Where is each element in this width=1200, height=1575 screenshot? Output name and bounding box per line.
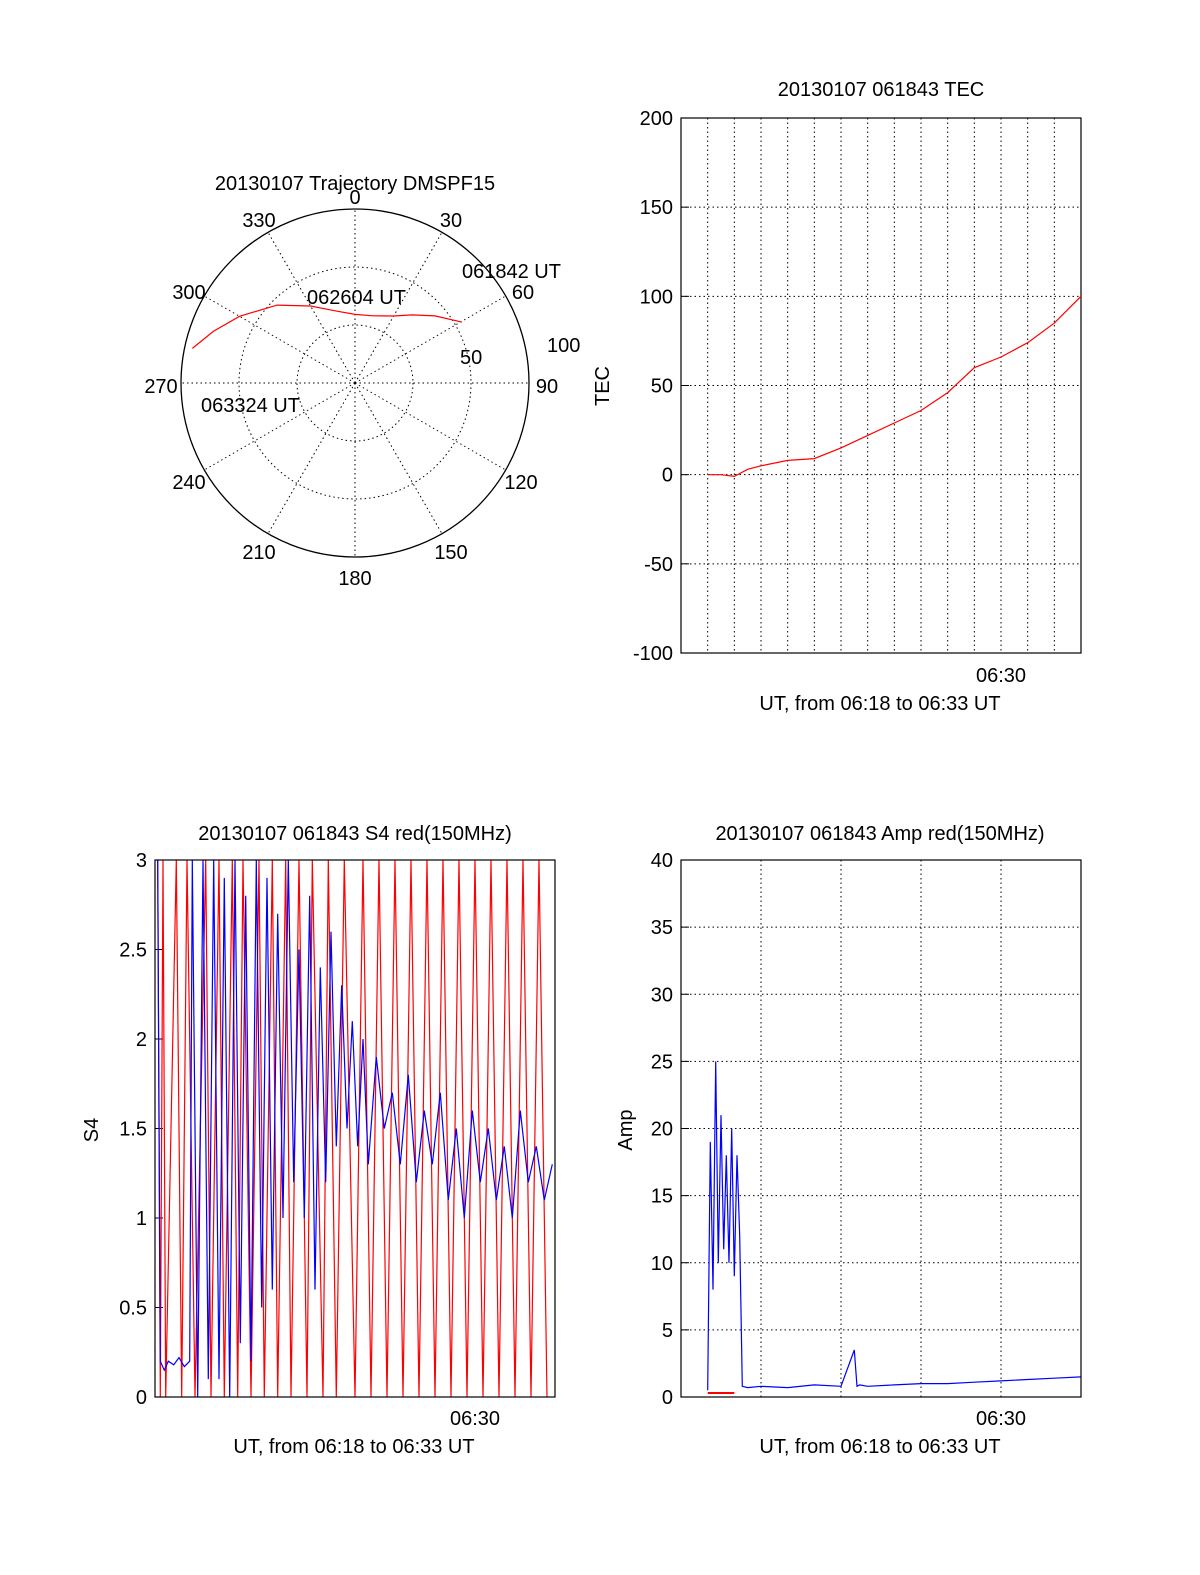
polar-angle-label-300: 300 xyxy=(172,282,205,304)
polar-title: 20130107 Trajectory DMSPF15 xyxy=(215,173,495,195)
polar-spoke-150 xyxy=(354,382,443,534)
amp-y-tick-1: 35 xyxy=(651,917,673,939)
amp-y-tick-8: 0 xyxy=(662,1387,673,1409)
polar-panel: 20130107 Trajectory DMSPF15 0 30 60 90 120 15… xyxy=(144,173,580,590)
polar-spoke-300 xyxy=(204,295,356,384)
tec-x-axis-label: UT, from 06:18 to 06:33 UT xyxy=(759,693,1000,715)
polar-angle-label-0: 0 xyxy=(349,187,360,209)
s4-y-tick-1: 2.5 xyxy=(119,940,147,962)
s4-y-tick-4: 1 xyxy=(136,1208,147,1230)
s4-y-tick-2: 2 xyxy=(136,1029,147,1051)
polar-spoke-210 xyxy=(267,382,356,534)
s4-red-series xyxy=(157,859,548,1398)
tec-panel: 20130107 061843 TEC 200150100500-50-100 … xyxy=(592,79,1082,715)
tec-series-line xyxy=(707,295,1082,478)
s4-x-tick-label: 06:30 xyxy=(450,1408,500,1430)
amp-y-tick-4: 20 xyxy=(651,1119,673,1141)
polar-angle-label-270: 270 xyxy=(144,376,177,398)
polar-spoke-240 xyxy=(204,382,356,471)
tec-y-tick-1: 150 xyxy=(640,197,673,219)
polar-angle-label-120: 120 xyxy=(504,472,537,494)
trajectory-marker-start: 061842 UT xyxy=(462,261,561,283)
tec-y-tick-labels: 200 150 100 50 0 -50 -100 xyxy=(633,108,689,665)
s4-plot-frame xyxy=(154,859,556,1398)
amp-panel: 20130107 061843 Amp red(150MHz) 40 35 30 25… xyxy=(615,823,1082,1458)
polar-spoke-60 xyxy=(354,295,506,384)
amp-x-axis-label: UT, from 06:18 to 06:33 UT xyxy=(759,1436,1000,1458)
s4-x-axis-label: UT, from 06:18 to 06:33 UT xyxy=(233,1436,474,1458)
amp-x-tick-label: 06:30 xyxy=(976,1408,1026,1430)
polar-radial-label-100: 100 xyxy=(547,335,580,357)
tec-y-axis-label: TEC xyxy=(592,366,614,406)
polar-radial-label-50: 50 xyxy=(460,347,482,369)
polar-angle-label-150: 150 xyxy=(434,542,467,564)
s4-title: 20130107 061843 S4 red(150MHz) xyxy=(198,823,512,845)
polar-ring-0 xyxy=(296,324,414,442)
tec-grid xyxy=(681,118,1081,653)
polar-angle-label-240: 240 xyxy=(172,472,205,494)
s4-y-tick-0: 3 xyxy=(136,850,147,872)
polar-angle-labels: 0 30 60 90 120 150 180 210 240 270 300 330 xyxy=(144,187,558,590)
amp-y-axis-label: Amp xyxy=(615,1109,637,1150)
tec-y-tick-2: 100 xyxy=(640,286,673,308)
trajectory-marker-end: 063324 UT xyxy=(201,395,300,417)
polar-ring-inner xyxy=(238,266,472,500)
tec-y-tick-5: -50 xyxy=(644,554,673,576)
tec-y-tick-6: -100 xyxy=(633,643,673,665)
amp-y-tick-3: 25 xyxy=(651,1051,673,1073)
polar-angle-label-210: 210 xyxy=(242,542,275,564)
s4-y-tick-5: 0.5 xyxy=(119,1298,147,1320)
tec-x-tick-label: 06:30 xyxy=(976,665,1026,687)
s4-y-tick-6: 0 xyxy=(136,1387,147,1409)
amp-y-tick-5: 15 xyxy=(651,1186,673,1208)
s4-y-axis-label: S4 xyxy=(81,1118,103,1142)
amp-y-tick-0: 40 xyxy=(651,850,673,872)
polar-outer-circle xyxy=(180,208,530,558)
s4-panel: 20130107 061843 S4 red(150MHz) 3 2.5 2 1.5 1… xyxy=(81,823,556,1458)
amp-grid xyxy=(681,860,1081,1397)
tec-y-tick-4: 0 xyxy=(662,465,673,487)
polar-spoke-120 xyxy=(354,382,506,471)
polar-angle-label-30: 30 xyxy=(440,210,462,232)
s4-blue-series xyxy=(157,859,553,1398)
tec-title: 20130107 061843 TEC xyxy=(778,79,984,101)
amp-y-tick-7: 5 xyxy=(662,1320,673,1342)
amp-y-tick-2: 30 xyxy=(651,984,673,1006)
polar-angle-label-90: 90 xyxy=(536,376,558,398)
polar-grid xyxy=(180,208,530,558)
polar-spoke-330 xyxy=(267,232,356,384)
tec-y-tick-0: 200 xyxy=(640,108,673,130)
polar-angle-label-180: 180 xyxy=(338,568,371,590)
polar-spoke-30 xyxy=(354,232,443,384)
polar-angle-label-330: 330 xyxy=(242,210,275,232)
amp-title: 20130107 061843 Amp red(150MHz) xyxy=(715,823,1044,845)
trajectory-marker-mid: 062604 UT xyxy=(307,287,406,309)
s4-y-tick-3: 1.5 xyxy=(119,1119,147,1141)
tec-y-tick-3: 50 xyxy=(651,376,673,398)
amp-y-tick-6: 10 xyxy=(651,1253,673,1275)
s4-y-tick-labels: 3 2.5 2 1.5 1 0.5 0 xyxy=(119,850,163,1409)
amp-blue-series xyxy=(707,1061,1082,1391)
polar-angle-label-60: 60 xyxy=(512,282,534,304)
amp-y-tick-labels: 40 35 30 25 20 15 10 5 0 xyxy=(651,850,689,1409)
polar-trajectory-line xyxy=(192,304,462,349)
